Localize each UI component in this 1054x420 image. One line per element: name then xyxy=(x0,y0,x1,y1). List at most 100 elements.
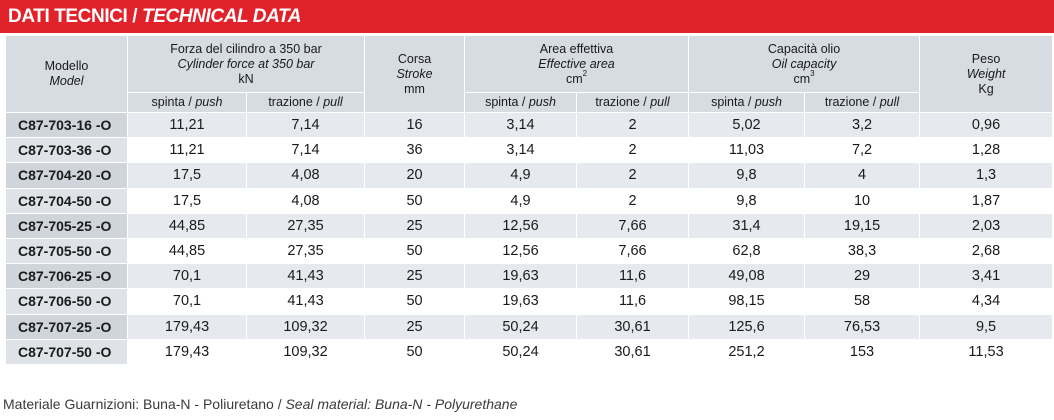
cell-force-push: 179,43 xyxy=(127,338,247,365)
header-force: Forza del cilindro a 350 bar Cylinder fo… xyxy=(126,35,366,93)
cell-weight: 2,03 xyxy=(919,212,1054,239)
cell-area-push: 12,56 xyxy=(464,237,578,265)
cell-oil-pull: 3,2 xyxy=(804,111,921,139)
cell-oil-pull: 76,53 xyxy=(804,313,921,340)
cell-area-push: 12,56 xyxy=(464,212,578,239)
cell-weight: 9,5 xyxy=(919,313,1054,340)
cell-area-push: 50,24 xyxy=(464,338,578,365)
subheader-oil-pull: trazione / pull xyxy=(804,92,921,113)
cell-model: C87-706-50 -O xyxy=(5,288,128,315)
cell-model: C87-703-36 -O xyxy=(5,137,128,164)
cell-area-push: 3,14 xyxy=(464,137,578,164)
cell-model: C87-704-20 -O xyxy=(5,162,128,189)
cell-stroke: 25 xyxy=(364,313,466,340)
cell-oil-push: 11,03 xyxy=(688,137,806,164)
cell-force-push: 11,21 xyxy=(127,111,247,139)
cell-oil-push: 31,4 xyxy=(688,212,806,239)
cell-oil-pull: 19,15 xyxy=(804,212,921,239)
cell-model: C87-707-25 -O xyxy=(5,313,128,340)
cell-stroke: 16 xyxy=(364,111,466,139)
cell-stroke: 20 xyxy=(364,162,466,189)
cell-weight: 1,3 xyxy=(919,162,1054,189)
header-stroke: Corsa Stroke mm xyxy=(364,35,466,113)
cell-area-push: 3,14 xyxy=(464,111,578,139)
section-title-en: TECHNICAL DATA xyxy=(142,5,302,27)
cell-oil-push: 98,15 xyxy=(688,288,806,315)
table-row: C87-703-36 -O 11,21 7,14 36 3,14 2 11,03 7,2 1,2… xyxy=(5,137,1054,164)
cell-area-pull: 30,61 xyxy=(576,338,690,365)
cell-force-push: 11,21 xyxy=(127,137,247,164)
table-row: C87-703-16 -O 11,21 7,14 16 3,14 2 5,02 3,2 0,96 xyxy=(5,111,1054,139)
cell-area-push: 50,24 xyxy=(464,313,578,340)
cell-force-pull: 4,08 xyxy=(245,187,366,214)
table-row: C87-705-25 -O 44,85 27,35 25 12,56 7,66 31,4 19… xyxy=(5,212,1054,239)
cell-area-pull: 7,66 xyxy=(576,237,690,265)
cell-oil-pull: 38,3 xyxy=(804,237,921,265)
cell-area-pull: 30,61 xyxy=(576,313,690,340)
cell-force-push: 179,43 xyxy=(127,313,247,340)
cell-area-push: 19,63 xyxy=(464,263,578,290)
cell-oil-pull: 29 xyxy=(804,263,921,290)
cell-force-pull: 7,14 xyxy=(245,137,366,164)
cell-oil-push: 62,8 xyxy=(688,237,806,265)
cell-force-pull: 27,35 xyxy=(245,237,366,265)
cell-force-push: 17,5 xyxy=(127,187,247,214)
cell-force-pull: 4,08 xyxy=(245,162,366,189)
cell-force-pull: 109,32 xyxy=(245,313,366,340)
cell-area-pull: 2 xyxy=(576,111,690,139)
header-oil-capacity: Capacità olio Oil capacity cm3 xyxy=(688,35,921,93)
cell-oil-pull: 4 xyxy=(804,162,921,189)
table-row: C87-705-50 -O 44,85 27,35 50 12,56 7,66 62,8 38… xyxy=(5,237,1054,265)
cell-oil-pull: 10 xyxy=(804,187,921,214)
table-row: C87-707-25 -O 179,43 109,32 25 50,24 30,61 125… xyxy=(5,313,1054,340)
cell-oil-pull: 7,2 xyxy=(804,137,921,164)
header-weight: Peso Weight Kg xyxy=(919,35,1054,113)
cell-force-push: 44,85 xyxy=(127,237,247,265)
cell-weight: 0,96 xyxy=(919,111,1054,139)
subheader-force-pull: trazione / pull xyxy=(245,92,366,113)
cell-stroke: 25 xyxy=(364,263,466,290)
cell-force-pull: 109,32 xyxy=(245,338,366,365)
cell-stroke: 50 xyxy=(364,187,466,214)
cell-model: C87-707-50 -O xyxy=(5,338,128,365)
subheader-oil-push: spinta / push xyxy=(688,92,806,113)
cell-stroke: 25 xyxy=(364,212,466,239)
section-title: DATI TECNICI / TECHNICAL DATA xyxy=(0,5,302,28)
cell-oil-push: 251,2 xyxy=(688,338,806,365)
cell-stroke: 50 xyxy=(364,288,466,315)
subheader-area-push: spinta / push xyxy=(464,92,578,113)
cell-area-push: 4,9 xyxy=(464,187,578,214)
cell-oil-push: 9,8 xyxy=(688,187,806,214)
subheader-force-push: spinta / push xyxy=(127,92,247,113)
cell-force-pull: 27,35 xyxy=(245,212,366,239)
table-row: C87-707-50 -O 179,43 109,32 50 50,24 30,61 251… xyxy=(5,338,1054,365)
table-row: C87-706-25 -O 70,1 41,43 25 19,63 11,6 49,08 29… xyxy=(5,263,1054,290)
technical-data-table: Modello Model Forza del cilindro a 350 b… xyxy=(5,35,1054,365)
cell-oil-pull: 58 xyxy=(804,288,921,315)
title-bar: DATI TECNICI / TECHNICAL DATA xyxy=(0,0,1054,33)
cell-force-pull: 41,43 xyxy=(245,288,366,315)
header-area: Area effettiva Effective area cm2 xyxy=(464,35,690,93)
cell-area-pull: 2 xyxy=(576,137,690,164)
cell-force-push: 70,1 xyxy=(127,263,247,290)
cell-stroke: 50 xyxy=(364,237,466,265)
table-row: C87-706-50 -O 70,1 41,43 50 19,63 11,6 98,15 58… xyxy=(5,288,1054,315)
cell-oil-push: 125,6 xyxy=(688,313,806,340)
cell-weight: 1,28 xyxy=(919,137,1054,164)
cell-area-push: 4,9 xyxy=(464,162,578,189)
cell-model: C87-705-50 -O xyxy=(5,237,128,265)
cell-oil-push: 9,8 xyxy=(688,162,806,189)
cell-force-push: 44,85 xyxy=(127,212,247,239)
footnote: Materiale Guarnizioni: Buna-N - Poliuret… xyxy=(3,396,518,412)
cell-oil-push: 49,08 xyxy=(688,263,806,290)
cell-area-pull: 11,6 xyxy=(576,288,690,315)
cell-model: C87-706-25 -O xyxy=(5,263,128,290)
table-row: C87-704-20 -O 17,5 4,08 20 4,9 2 9,8 4 1,3 xyxy=(5,162,1054,189)
cell-weight: 4,34 xyxy=(919,288,1054,315)
cell-weight: 2,68 xyxy=(919,237,1054,265)
cell-oil-pull: 153 xyxy=(804,338,921,365)
section-title-it: DATI TECNICI / xyxy=(8,5,143,27)
cell-area-pull: 7,66 xyxy=(576,212,690,239)
subheader-area-pull: trazione / pull xyxy=(576,92,690,113)
cell-force-pull: 7,14 xyxy=(245,111,366,139)
